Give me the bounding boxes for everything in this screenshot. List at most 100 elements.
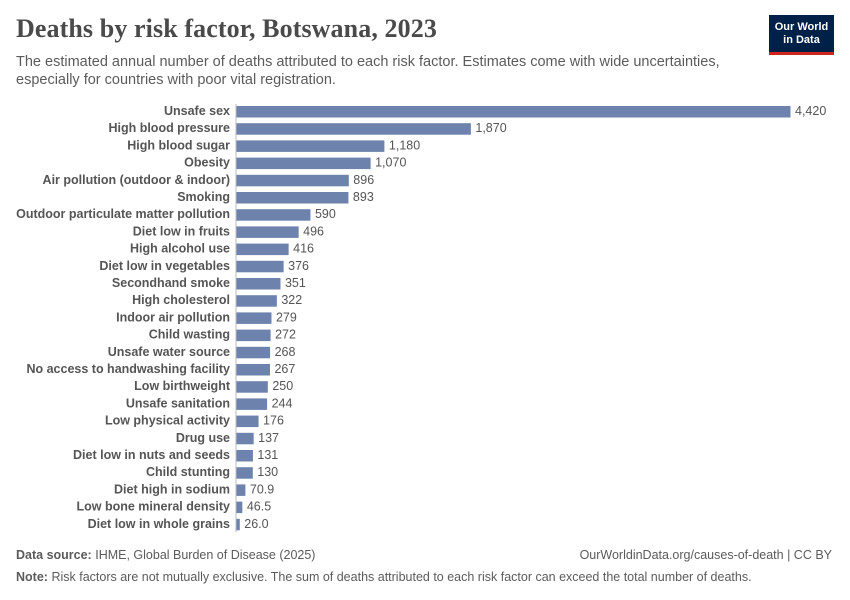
value-label: 1,870: [475, 121, 506, 135]
category-label: Secondhand smoke: [112, 276, 230, 290]
value-label: 130: [257, 465, 278, 479]
logo-line-2: in Data: [783, 33, 820, 46]
bar-row[interactable]: High alcohol use 416: [130, 242, 314, 256]
value-label: 131: [257, 448, 278, 462]
bar[interactable]: [236, 174, 349, 187]
bar-row[interactable]: Drug use 137: [176, 431, 279, 445]
bar[interactable]: [236, 192, 349, 204]
bar-row[interactable]: No access to handwashing facility 267: [26, 362, 295, 376]
bar[interactable]: [236, 243, 289, 256]
bar-row[interactable]: Unsafe sex 4,420: [164, 104, 826, 118]
note-label: Note:: [16, 570, 48, 584]
bar-row[interactable]: Smoking 893: [177, 190, 374, 204]
bar-row[interactable]: Obesity 1,070: [184, 156, 406, 170]
bar[interactable]: [236, 484, 246, 496]
bar[interactable]: [236, 398, 268, 410]
category-label: Diet low in whole grains: [88, 517, 230, 531]
value-label: 70.9: [250, 482, 274, 496]
bar[interactable]: [236, 415, 259, 428]
category-label: Outdoor particulate matter pollution: [16, 207, 230, 221]
bar[interactable]: [236, 106, 791, 118]
bar[interactable]: [236, 364, 270, 376]
bar[interactable]: [236, 518, 240, 531]
category-label: Smoking: [177, 190, 230, 204]
bar-row[interactable]: Outdoor particulate matter pollution 590: [16, 207, 336, 221]
value-label: 1,070: [375, 156, 406, 170]
category-label: Low bone mineral density: [77, 500, 231, 514]
bar[interactable]: [236, 501, 243, 514]
value-label: 137: [258, 431, 279, 445]
bar[interactable]: [236, 381, 268, 393]
bar-row[interactable]: Diet low in vegetables 376: [99, 259, 309, 273]
value-label: 496: [303, 224, 324, 238]
bar[interactable]: [236, 432, 254, 445]
value-label: 279: [276, 310, 297, 324]
value-label: 267: [274, 362, 295, 376]
category-label: Child stunting: [146, 465, 230, 479]
bar[interactable]: [236, 226, 299, 238]
bar-row[interactable]: Low birthweight 250: [134, 379, 293, 393]
bar[interactable]: [236, 295, 277, 307]
category-label: No access to handwashing facility: [26, 362, 230, 376]
value-label: 250: [272, 379, 293, 393]
category-label: High cholesterol: [132, 293, 230, 307]
bar[interactable]: [236, 209, 311, 221]
bar[interactable]: [236, 450, 253, 462]
bar-row[interactable]: Air pollution (outdoor & indoor) 896: [43, 173, 375, 187]
category-label: Low birthweight: [134, 379, 231, 393]
bar-row[interactable]: Child stunting 130: [146, 465, 278, 479]
category-label: Diet low in fruits: [133, 224, 230, 238]
value-label: 590: [315, 207, 336, 221]
owid-logo[interactable]: Our World in Data: [769, 15, 834, 55]
bar-row[interactable]: Diet low in nuts and seeds 131: [73, 448, 278, 462]
value-label: 416: [293, 242, 314, 256]
value-label: 893: [353, 190, 374, 204]
value-label: 376: [288, 259, 309, 273]
bar[interactable]: [236, 329, 271, 342]
bar-row[interactable]: High blood pressure 1,870: [108, 121, 506, 135]
category-label: Low physical activity: [105, 414, 230, 428]
value-label: 4,420: [795, 104, 826, 118]
bar-row[interactable]: Secondhand smoke 351: [112, 276, 306, 290]
logo-line-1: Our World: [774, 20, 829, 33]
bar[interactable]: [236, 260, 284, 273]
bar-row[interactable]: Child wasting 272: [149, 328, 296, 342]
bar[interactable]: [236, 278, 281, 290]
bar[interactable]: [236, 312, 272, 324]
bar[interactable]: [236, 346, 271, 359]
bar-row[interactable]: Diet low in whole grains 26.0: [88, 517, 269, 531]
bar-row[interactable]: Low bone mineral density 46.5: [77, 500, 272, 514]
data-source-link[interactable]: IHME, Global Burden of Disease (2025): [95, 548, 316, 562]
bar[interactable]: [236, 157, 371, 170]
note-text: Risk factors are not mutually exclusive.…: [51, 570, 752, 584]
bar-row[interactable]: Indoor air pollution 279: [116, 310, 297, 324]
bar[interactable]: [236, 467, 253, 479]
bar-chart: Unsafe sex 4,420 High blood pressure 1,870 H…: [16, 104, 826, 533]
bar-row[interactable]: Unsafe water source 268: [108, 345, 296, 359]
category-label: Unsafe sex: [164, 104, 230, 118]
category-label: Diet low in vegetables: [99, 259, 230, 273]
value-label: 26.0: [244, 517, 268, 531]
value-label: 896: [353, 173, 374, 187]
bar[interactable]: [236, 140, 385, 152]
category-label: Diet high in sodium: [114, 482, 230, 496]
category-label: Unsafe sanitation: [126, 396, 230, 410]
category-label: Unsafe water source: [108, 345, 230, 359]
footnote: Note: Risk factors are not mutually excl…: [16, 570, 752, 584]
bar-row[interactable]: High cholesterol 322: [132, 293, 302, 307]
category-label: High alcohol use: [130, 242, 230, 256]
category-label: Air pollution (outdoor & indoor): [43, 173, 230, 187]
value-label: 322: [281, 293, 302, 307]
category-label: Drug use: [176, 431, 230, 445]
bar-row[interactable]: Unsafe sanitation 244: [126, 396, 293, 410]
value-label: 176: [263, 414, 284, 428]
bar-row[interactable]: Diet high in sodium 70.9: [114, 482, 274, 496]
bar-row[interactable]: Diet low in fruits 496: [133, 224, 324, 238]
value-label: 1,180: [389, 138, 420, 152]
value-label: 268: [275, 345, 296, 359]
bar[interactable]: [236, 123, 471, 135]
credit-link[interactable]: OurWorldinData.org/causes-of-death | CC …: [579, 548, 832, 562]
chart-subtitle: The estimated annual number of deaths at…: [16, 54, 720, 88]
bar-row[interactable]: Low physical activity 176: [105, 414, 284, 428]
bar-row[interactable]: High blood sugar 1,180: [127, 138, 420, 152]
